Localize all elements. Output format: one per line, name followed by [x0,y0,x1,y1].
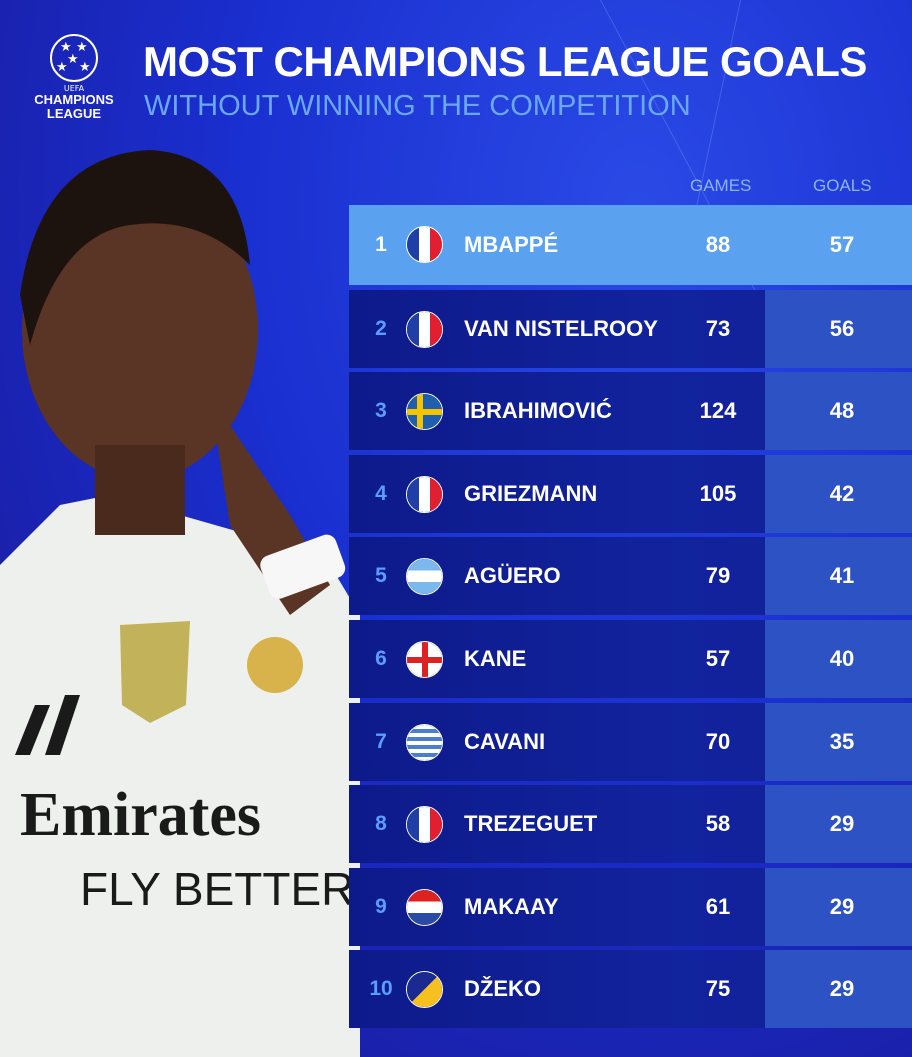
starball-icon: ★ ★ ★ ★ ★ [50,34,98,82]
flag-netherlands-icon [406,888,443,926]
table-row: 8 TREZEGUET 58 29 [349,785,912,864]
flag-england-icon [406,640,443,678]
rank: 3 [375,399,387,423]
games-value: 57 [705,645,731,671]
player-name: MBAPPÉ [464,232,559,257]
rank: 10 [369,977,393,1001]
table-row: 1 MBAPPÉ 88 57 [349,205,912,285]
games-value: 75 [705,976,731,1002]
player-photo: Emirates FLY BETTER [0,150,360,1057]
goals-cell-bg [765,619,912,698]
logo-text: CHAMPIONS [34,92,114,107]
goals-cell-bg [765,454,912,533]
player-name: IBRAHIMOVIĆ [464,398,612,424]
goals-cell-bg [765,785,912,864]
player-name: KANE [464,645,527,671]
rank: 2 [375,316,387,340]
goals-value: 56 [829,315,855,341]
goals-value: 29 [829,976,855,1002]
games-value: 70 [705,728,731,754]
flag-uruguay-icon [406,723,443,761]
flag-france-icon [406,226,443,263]
goals-value: 35 [829,728,855,754]
column-header-games: GAMES [690,176,752,195]
player-name: DŽEKO [464,976,541,1002]
goals-cell-bg [765,289,912,368]
flag-argentina-icon [406,558,443,596]
rank: 9 [375,894,387,918]
rank: 4 [375,481,387,505]
page-subtitle: WITHOUT WINNING THE COMPETITION [144,90,691,122]
goals-value: 41 [829,563,855,589]
column-header-goals: GOALS [813,176,872,195]
goals-cell-bg [765,372,912,451]
logo-uefa: UEFA [63,84,85,93]
flag-sweden-icon [406,393,443,431]
flag-france-icon [406,475,443,513]
player-name: MAKAAY [464,893,559,919]
goals-value: 57 [829,232,855,257]
ranking-table: 1 MBAPPÉ 88 57 2 VAN NISTELROOY 73 56 3 … [349,205,912,1033]
games-value: 79 [705,563,731,589]
rank: 5 [375,564,387,588]
player-name: CAVANI [464,728,546,754]
rank: 6 [375,646,387,670]
player-name: TREZEGUET [464,811,598,837]
flag-france-icon [406,806,443,844]
games-value: 58 [705,811,731,837]
table-row: 7 CAVANI 70 35 [349,702,912,781]
goals-cell-bg [765,950,912,1029]
player-name: VAN NISTELROOY [464,315,658,341]
goals-cell-bg [765,702,912,781]
games-value: 73 [705,315,731,341]
logo-text: LEAGUE [46,106,102,121]
player-name: GRIEZMANN [464,480,598,506]
games-value: 61 [705,893,731,919]
goals-cell-bg [765,537,912,616]
goals-value: 29 [829,811,855,837]
rank: 1 [375,233,387,256]
games-value: 88 [705,232,731,257]
rank: 8 [375,812,387,836]
table-row: 9 MAKAAY 61 29 [349,867,912,946]
games-value: 105 [699,480,737,506]
page-title: MOST CHAMPIONS LEAGUE GOALS [143,38,867,85]
games-value: 124 [699,398,737,424]
goals-cell-bg [765,867,912,946]
table-row: 6 KANE 57 40 [349,619,912,698]
goals-value: 42 [829,480,855,506]
table-row: 2 VAN NISTELROOY 73 56 [349,289,912,368]
shirt-sponsor-text: Emirates [20,781,261,849]
shirt-sponsor-subtext: FLY BETTER [80,863,354,915]
goals-value: 48 [829,398,855,424]
player-name: AGÜERO [464,563,561,589]
table-row: 3 IBRAHIMOVIĆ 124 48 [349,372,912,451]
goals-value: 40 [829,645,855,671]
table-row: 10 DŽEKO 75 29 [349,950,912,1029]
rank: 7 [375,729,387,753]
champions-league-logo: ★ ★ ★ ★ ★ UEFA CHAMPIONS LEAGUE [20,34,128,121]
goals-value: 29 [829,893,855,919]
flag-netherlands-france-icon [406,310,443,348]
table-row: 4 GRIEZMANN 105 42 [349,454,912,533]
table-row: 5 AGÜERO 79 41 [349,537,912,616]
flag-bosnia-icon [406,971,443,1009]
